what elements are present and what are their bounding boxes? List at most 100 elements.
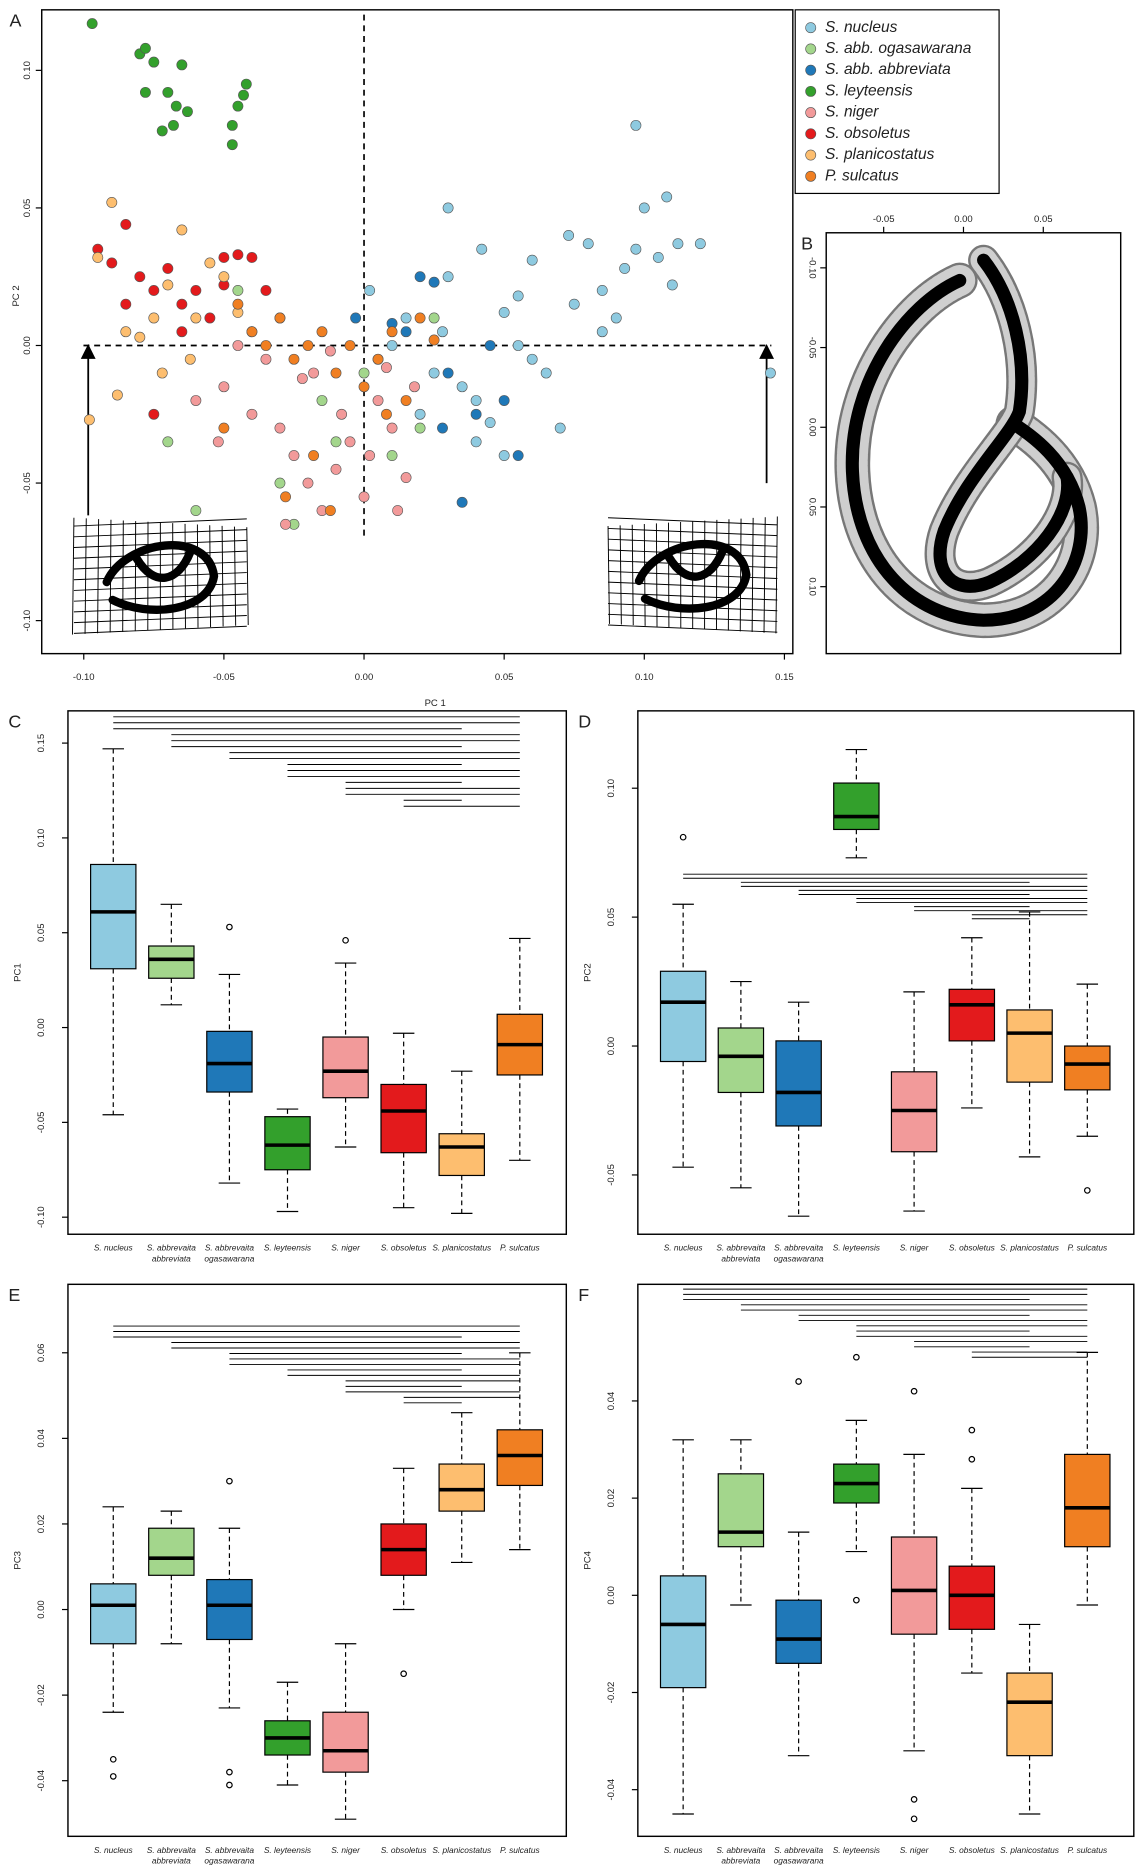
x-tick-label: S. nucleus — [94, 1845, 133, 1855]
point — [359, 368, 369, 378]
y-tick-label: -0.10 — [22, 610, 33, 632]
point — [387, 423, 397, 433]
point — [317, 395, 327, 405]
x-tick-label: P. sulcatus — [1067, 1243, 1107, 1253]
point — [471, 395, 481, 405]
point — [289, 450, 299, 460]
legend-swatch — [806, 107, 816, 117]
point — [429, 368, 439, 378]
y-tick-label: 0.10 — [806, 577, 817, 596]
y-tick-label: 0.10 — [22, 61, 33, 80]
point — [247, 409, 257, 419]
point — [695, 239, 705, 249]
point — [191, 285, 201, 295]
x-tick-label: 0.05 — [495, 672, 514, 683]
outlier — [227, 1478, 232, 1483]
x-tick-label: S. nucleus — [664, 1243, 703, 1253]
legend-box — [795, 10, 999, 194]
point — [163, 437, 173, 447]
outlier — [796, 1379, 801, 1384]
point — [233, 250, 243, 260]
x-tick-label: S. nucleus — [664, 1845, 703, 1855]
x-tick-label: P. sulcatus — [1067, 1845, 1107, 1855]
point — [121, 299, 131, 309]
x-tick-label: S. planicostatus — [1000, 1845, 1059, 1855]
grid-line — [247, 527, 248, 625]
point — [401, 327, 411, 337]
x-tick-label: abbreviata — [721, 1253, 760, 1263]
point — [205, 313, 215, 323]
box — [497, 1430, 542, 1486]
panel-label: D — [578, 712, 591, 732]
point — [261, 340, 271, 350]
point — [325, 346, 335, 356]
point — [457, 497, 467, 507]
point — [227, 140, 237, 150]
point — [409, 382, 419, 392]
panel-label: F — [578, 1285, 589, 1305]
point — [325, 505, 335, 515]
point — [238, 90, 248, 100]
point — [393, 505, 403, 515]
outlier — [911, 1388, 916, 1393]
x-tick-label: S. niger — [900, 1243, 930, 1253]
point — [365, 285, 375, 295]
y-tick-label: 0.10 — [36, 829, 47, 848]
box — [949, 1566, 994, 1629]
y-tick-label: 0.06 — [36, 1344, 47, 1363]
y-tick-label: -0.02 — [606, 1682, 617, 1704]
box — [149, 946, 194, 978]
y-tick-label: -0.05 — [606, 1164, 617, 1186]
box — [439, 1464, 484, 1511]
point — [84, 415, 94, 425]
point — [140, 43, 150, 53]
point — [182, 107, 192, 117]
point — [177, 299, 187, 309]
point — [275, 478, 285, 488]
legend-label: S. obsoletus — [825, 125, 910, 142]
point — [275, 423, 285, 433]
point — [280, 492, 290, 502]
point — [308, 368, 318, 378]
x-tick-label: S. obsoletus — [381, 1243, 427, 1253]
point — [597, 285, 607, 295]
x-tick-label: S. niger — [331, 1243, 361, 1253]
point — [107, 258, 117, 268]
point — [112, 390, 122, 400]
plot-frame — [68, 1284, 566, 1836]
point — [401, 395, 411, 405]
y-tick-label: 0.04 — [606, 1391, 617, 1410]
x-tick-label: S. obsoletus — [381, 1845, 427, 1855]
box — [323, 1712, 368, 1772]
y-axis-label: PC2 — [582, 963, 593, 982]
y-tick-label: 0.00 — [36, 1018, 47, 1037]
outlier — [1085, 1188, 1090, 1193]
x-tick-label: ogasawarana — [774, 1253, 824, 1263]
point — [261, 285, 271, 295]
outlier — [343, 938, 348, 943]
point — [280, 519, 290, 529]
x-tick-label: S. planicostatus — [432, 1845, 491, 1855]
y-tick-label: 0.00 — [22, 336, 33, 355]
point — [429, 313, 439, 323]
legend-label: S. leyteensis — [825, 82, 913, 99]
x-tick-label: S. planicostatus — [1000, 1243, 1059, 1253]
point — [157, 368, 167, 378]
point — [297, 373, 307, 383]
outlier — [854, 1354, 859, 1359]
point — [401, 313, 411, 323]
point — [331, 464, 341, 474]
outlier — [854, 1597, 859, 1602]
y-tick-label: 0.02 — [36, 1515, 47, 1534]
x-tick-label: S. leyteensis — [833, 1845, 880, 1855]
x-tick-label: 0.10 — [635, 672, 654, 683]
legend-swatch — [806, 86, 816, 96]
outlier — [680, 834, 685, 839]
point — [437, 327, 447, 337]
legend-swatch — [806, 65, 816, 75]
point — [555, 423, 565, 433]
point — [667, 280, 677, 290]
grid-line — [72, 518, 73, 635]
x-tick-label: S. nucleus — [94, 1243, 133, 1253]
box — [776, 1041, 821, 1126]
